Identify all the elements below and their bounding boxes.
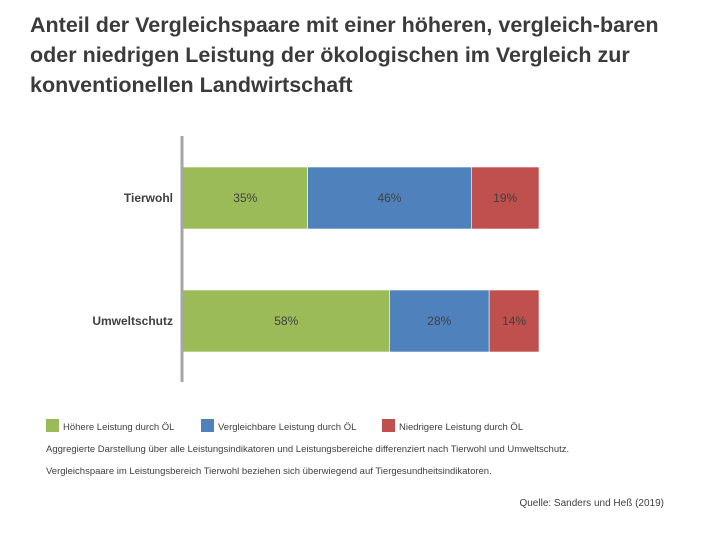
legend-label-1: Höhere Leistung durch ÖL [63,422,174,433]
source-citation: Quelle: Sanders und Heß (2019) [519,498,664,509]
bar-umweltschutz-series-2 [389,289,490,353]
data-label-tierwohl-series-2: 46% [377,191,401,205]
bar-umweltschutz-series-1 [182,289,390,353]
data-label-tierwohl-series-3: 19% [493,191,517,205]
legend-label-2: Vergleichbare Leistung durch ÖL [218,422,356,433]
data-label-tierwohl-series-1: 35% [233,191,257,205]
bar-tierwohl-series-2 [307,166,472,230]
data-label-umweltschutz-series-3: 14% [502,314,526,328]
legend-swatch-1 [46,419,59,432]
legend-swatch-2 [201,419,214,432]
data-label-umweltschutz-series-1: 58% [274,314,298,328]
chart-note-1: Aggregierte Darstellung über alle Leistu… [46,444,570,455]
legend-label-3: Niedrigere Leistung durch ÖL [399,422,523,433]
data-label-umweltschutz-series-2: 28% [427,314,451,328]
bar-umweltschutz-series-3 [488,289,540,353]
category-label-umweltschutz: Umweltschutz [92,314,173,328]
chart-title: Anteil der Vergleichspaare mit einer höh… [30,13,659,97]
category-label-tierwohl: Tierwohl [124,191,173,205]
legend-swatch-3 [382,419,395,432]
chart-note-2: Vergleichspaare im Leistungsbereich Tier… [46,466,492,477]
bar-tierwohl-series-3 [471,166,540,230]
